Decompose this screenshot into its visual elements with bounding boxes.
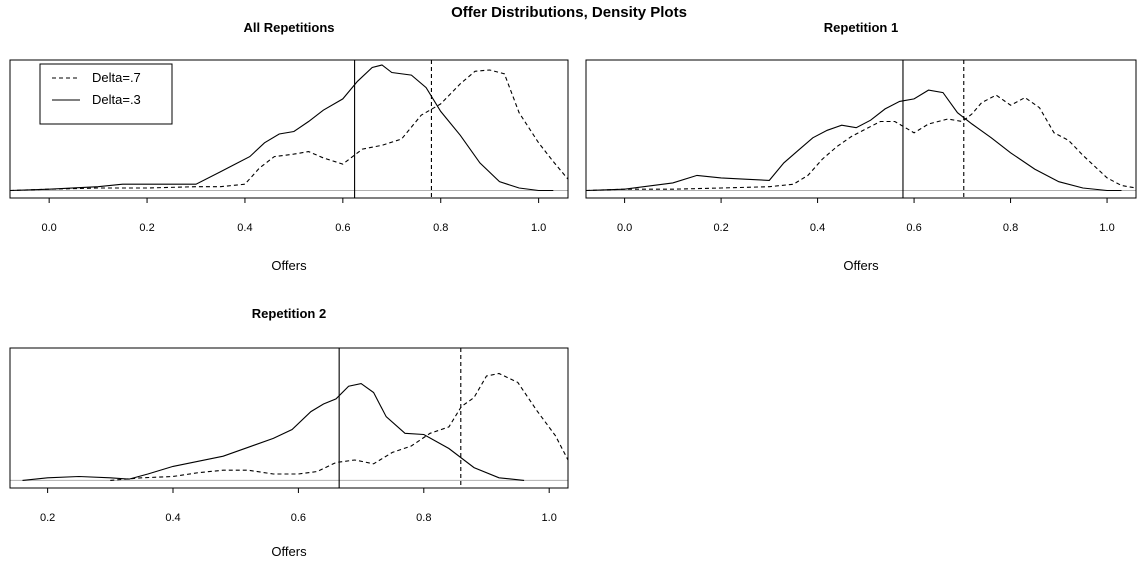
density-line-delta-03	[586, 89, 1122, 192]
x-tick-label: 0.8	[433, 222, 448, 234]
x-tick-label: 0.2	[139, 222, 154, 234]
density-line-delta-03	[22, 383, 525, 481]
x-tick-label: 0.2	[713, 222, 728, 234]
x-axis-label: Offers	[843, 258, 879, 273]
legend-label: Delta=.3	[92, 92, 141, 107]
x-tick-label: 1.0	[531, 222, 546, 234]
chart-panel: All Repetitions 0.0 0.2 0.4 0.6 0.8 1.0 Offers D…	[9, 20, 569, 273]
x-tick-label: 0.6	[906, 222, 921, 234]
figure-title: Offer Distributions, Density Plots	[451, 4, 687, 21]
x-tick-label: 1.0	[1099, 222, 1114, 234]
x-tick-label: 0.0	[42, 222, 57, 234]
x-tick-label: 0.6	[291, 512, 306, 524]
panel-title: All Repetitions	[243, 20, 334, 35]
x-tick-label: 0.8	[1003, 222, 1018, 234]
x-axis-label: Offers	[271, 258, 307, 273]
x-tick-label: 0.2	[40, 512, 55, 524]
density-line-delta-07	[586, 94, 1136, 192]
density-line-delta-03	[10, 64, 554, 192]
x-tick-label: 0.8	[416, 512, 431, 524]
legend: Delta=.7 Delta=.3	[39, 63, 173, 125]
plot-frame	[585, 59, 1137, 199]
x-tick-label: 0.4	[237, 222, 252, 234]
chart-panel: Repetition 1 0.0 0.2 0.4 0.6 0.8 1.0 Offers	[585, 20, 1137, 273]
plot-frame	[9, 59, 569, 199]
x-tick-label: 0.6	[335, 222, 350, 234]
x-tick-label: 1.0	[542, 512, 557, 524]
legend-label: Delta=.7	[92, 70, 141, 85]
x-tick-label: 0.4	[165, 512, 180, 524]
density-line-delta-07	[10, 69, 568, 192]
x-tick-label: 0.0	[617, 222, 632, 234]
x-tick-label: 0.4	[810, 222, 825, 234]
panel-title: Repetition 1	[824, 20, 898, 35]
plot-frame	[9, 347, 569, 489]
legend-box	[39, 63, 173, 125]
panel-title: Repetition 2	[252, 306, 326, 321]
x-axis-label: Offers	[271, 544, 307, 559]
chart-panel: Repetition 2 0.2 0.4 0.6 0.8 1.0 Offers	[9, 306, 569, 559]
